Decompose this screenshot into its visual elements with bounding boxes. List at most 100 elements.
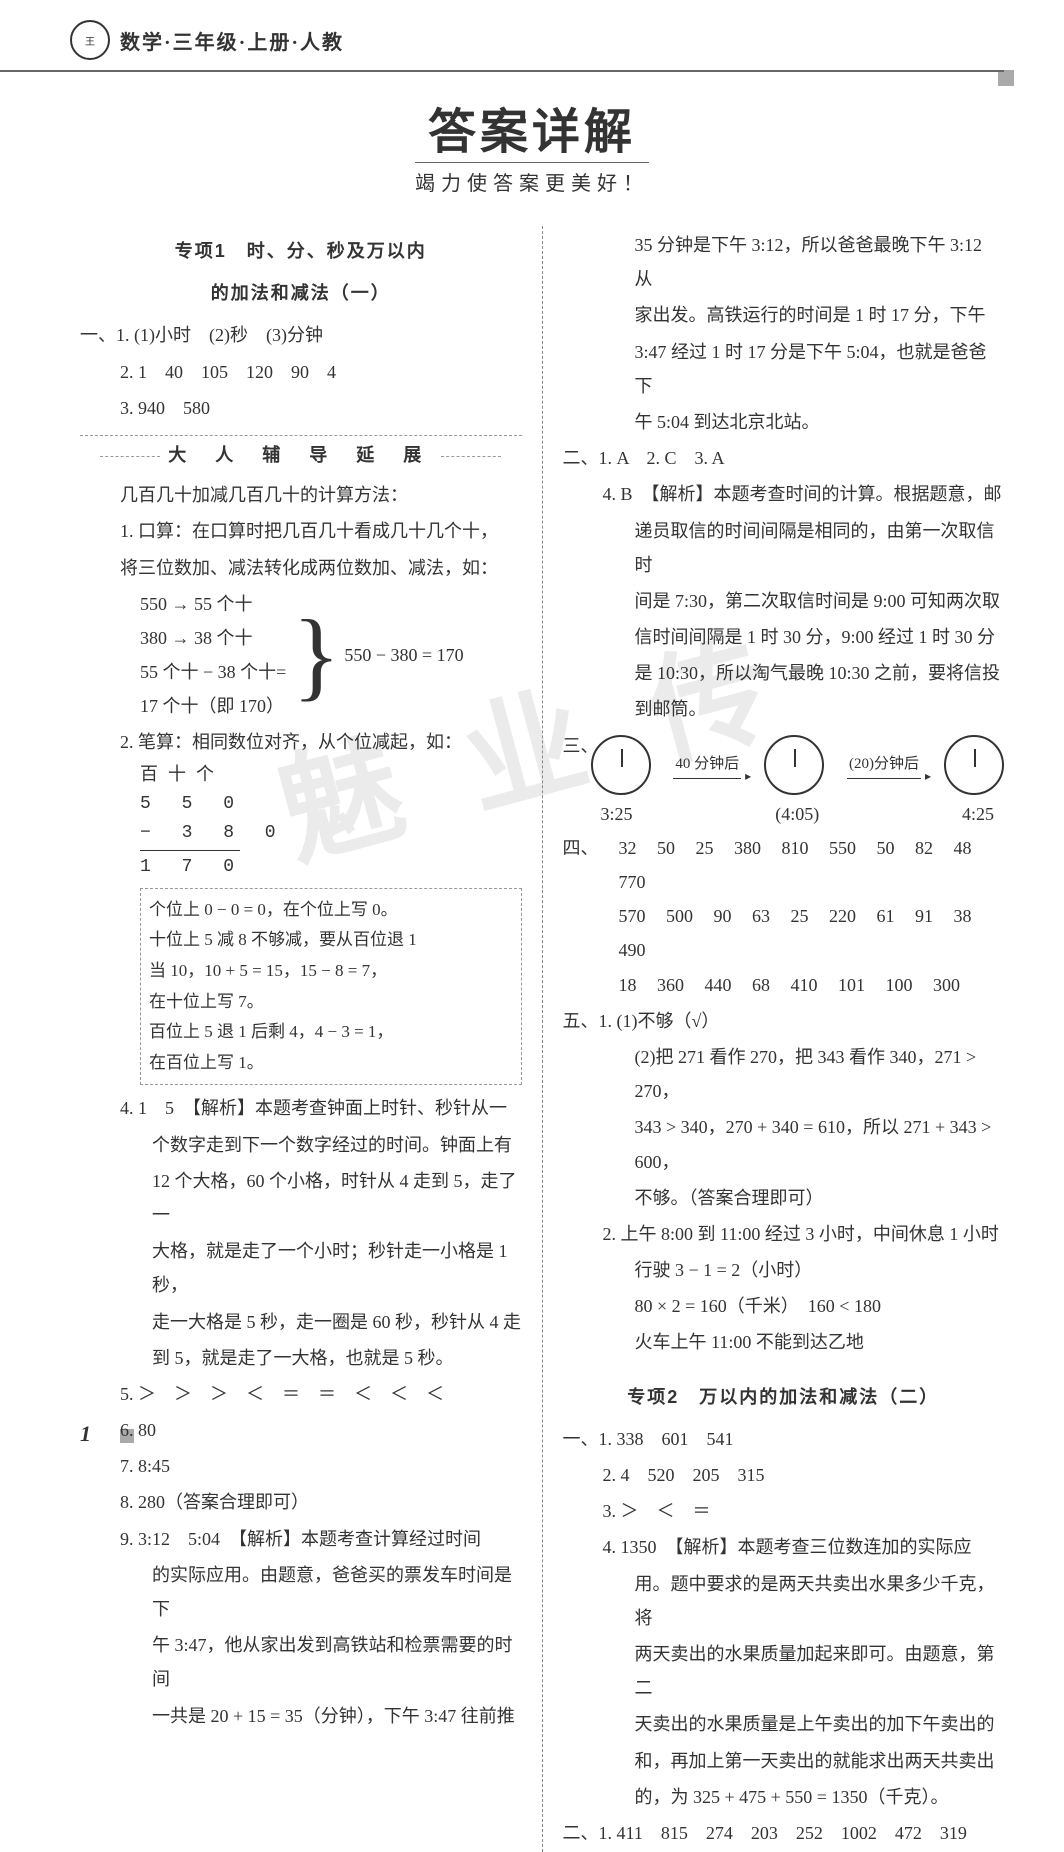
arrow-1: 40 分钟后 bbox=[673, 750, 741, 780]
brace-d: 17 个十（即 170） bbox=[140, 689, 286, 723]
tutor-l2: 1. 口算：在口算时把几百几十看成几十几个十， bbox=[80, 514, 522, 548]
q4-l2: 个数字走到下一个数字经过的时间。钟面上有 bbox=[80, 1128, 522, 1162]
brace-example: 550 → 55 个十 380 → 38 个十 55 个十 − 38 个十= 1… bbox=[140, 587, 522, 724]
q9-l3: 午 3:47，他从家出发到高铁站和检票需要的时间 bbox=[80, 1628, 522, 1696]
tutor-title: 大 人 辅 导 延 展 bbox=[80, 435, 522, 472]
logo-icon: 王 bbox=[70, 20, 110, 60]
q1-3: 3. 940 580 bbox=[80, 391, 522, 425]
q4-l6: 到 5，就是走了一大格，也就是 5 秒。 bbox=[80, 1341, 522, 1375]
q4-l4: 大格，就是走了一个小时；秒针走一小格是 1 秒， bbox=[80, 1234, 522, 1302]
brace-r: 550 − 380 = 170 bbox=[340, 587, 463, 724]
clock-times: 3:25 (4:05) 4:25 bbox=[591, 797, 1005, 831]
q5-1-l2: (2)把 271 看作 270，把 343 看作 340，271 > 270， bbox=[563, 1040, 1005, 1108]
q4-nums-l2: 570 500 90 63 25 220 61 91 38 490 bbox=[619, 899, 1005, 967]
q4-l5: 走一大格是 5 秒，走一圈是 60 秒，秒针从 4 走 bbox=[80, 1305, 522, 1339]
vc-hline bbox=[140, 850, 240, 851]
clock-3 bbox=[944, 735, 1004, 795]
q4-nums-l1: 32 50 25 380 810 550 50 82 48 770 bbox=[619, 831, 1005, 899]
tutor-l1: 几百几十加减几百几十的计算方法： bbox=[80, 478, 522, 512]
header-subject: 数学·三年级·上册·人教 bbox=[120, 26, 344, 55]
q2-4-l4: 信时间间隔是 1 时 30 分，9:00 经过 1 时 30 分 bbox=[563, 620, 1005, 654]
arrow-2: (20)分钟后 bbox=[847, 750, 921, 780]
q4-label: 四、 bbox=[563, 831, 591, 1002]
box-l3: 当 10，10 + 5 = 15，15 − 8 = 7， bbox=[149, 956, 513, 987]
box-l5: 百位上 5 退 1 后剩 4，4 − 3 = 1， bbox=[149, 1017, 513, 1048]
s2-q1-4-l5: 和，再加上第一天卖出的就能求出两天共卖出 bbox=[563, 1744, 1005, 1778]
s2-q1-4-l6: 的，为 325 + 475 + 550 = 1350（千克）。 bbox=[563, 1780, 1005, 1814]
vc-c: 1 7 0 bbox=[140, 853, 522, 882]
content-columns: 专项1 时、分、秒及万以内 的加法和减法（一） 一、1. (1)小时 (2)秒 … bbox=[0, 226, 1064, 1852]
q4-l3: 12 个大格，60 个小格，时针从 4 走到 5，走了一 bbox=[80, 1164, 522, 1232]
cont-l3: 3:47 经过 1 时 17 分是下午 5:04，也就是爸爸下 bbox=[563, 335, 1005, 403]
q4-l1: 4. 1 5 【解析】本题考查钟面上时针、秒针从一 bbox=[80, 1091, 522, 1125]
q4-nums-l3: 18 360 440 68 410 101 100 300 bbox=[619, 968, 1005, 1002]
cont-l2: 家出发。高铁运行的时间是 1 时 17 分，下午 bbox=[563, 298, 1005, 332]
section1-title-l2: 的加法和减法（一） bbox=[80, 276, 522, 310]
q2-4-l5: 是 10:30，所以淘气最晚 10:30 之前，要将信投 bbox=[563, 656, 1005, 690]
q5-1-l1: 五、1. (1)不够（√） bbox=[563, 1004, 1005, 1038]
clocks-row: 40 分钟后 (20)分钟后 bbox=[591, 735, 1005, 795]
q8: 8. 280（答案合理即可） bbox=[80, 1485, 522, 1519]
q9-l1: 9. 3:12 5:04 【解析】本题考查计算经过时间 bbox=[80, 1522, 522, 1556]
brace-icon: } bbox=[292, 605, 340, 705]
left-column: 专项1 时、分、秒及万以内 的加法和减法（一） 一、1. (1)小时 (2)秒 … bbox=[80, 226, 542, 1852]
q2: 二、1. A 2. C 3. A bbox=[563, 441, 1005, 475]
s2-q1-2: 2. 4 520 205 315 bbox=[563, 1458, 1005, 1492]
section1-title-l1: 专项1 时、分、秒及万以内 bbox=[80, 234, 522, 268]
s2-q1-1: 一、1. 338 601 541 bbox=[563, 1422, 1005, 1456]
section2-title: 专项2 万以内的加法和减法（二） bbox=[563, 1380, 1005, 1414]
s2-q1-4-l3: 两天卖出的水果质量加起来即可。由题意，第二 bbox=[563, 1637, 1005, 1705]
explain-box: 个位上 0 − 0 = 0，在个位上写 0。 十位上 5 减 8 不够减，要从百… bbox=[140, 888, 522, 1086]
q9-l4: 一共是 20 + 15 = 35（分钟），下午 3:47 往前推 bbox=[80, 1699, 522, 1733]
sub-title: 竭力使答案更美好！ bbox=[415, 162, 649, 196]
clock-t3: 4:25 bbox=[962, 797, 994, 831]
corner-mark-tr bbox=[998, 70, 1014, 86]
vc-header: 百十个 bbox=[140, 762, 522, 791]
s2-q1-4-l2: 用。题中要求的是两天共卖出水果多少千克，将 bbox=[563, 1567, 1005, 1635]
q5-2-l3: 80 × 2 = 160（千米） 160 < 180 bbox=[563, 1289, 1005, 1323]
q2-4-l6: 到邮筒。 bbox=[563, 692, 1005, 726]
box-l2: 十位上 5 减 8 不够减，要从百位退 1 bbox=[149, 925, 513, 956]
s2-q1-3: 3. ＞ ＜ ＝ bbox=[563, 1494, 1005, 1528]
vc-b: − 3 8 0 bbox=[140, 819, 522, 848]
brace-c: 55 个十 − 38 个十= bbox=[140, 655, 286, 689]
q5-2-l1: 2. 上午 8:00 到 11:00 经过 3 小时，中间休息 1 小时 bbox=[563, 1217, 1005, 1251]
q1-2: 2. 1 40 105 120 90 4 bbox=[80, 355, 522, 389]
brace-b: 380 → 38 个十 bbox=[140, 621, 286, 655]
s2-q2: 二、1. 411 815 274 203 252 1002 472 319 bbox=[563, 1816, 1005, 1850]
clock-t1: 3:25 bbox=[601, 797, 633, 831]
q2-4-l1: 4. B 【解析】本题考查时间的计算。根据题意，邮 bbox=[563, 477, 1005, 511]
vertical-calc: 百十个 5 5 0 − 3 8 0 1 7 0 bbox=[140, 762, 522, 882]
tutor-l3: 将三位数加、减法转化成两位数加、减法，如： bbox=[80, 551, 522, 585]
brace-a: 550 → 55 个十 bbox=[140, 587, 286, 621]
clock-1 bbox=[591, 735, 651, 795]
box-l1: 个位上 0 − 0 = 0，在个位上写 0。 bbox=[149, 895, 513, 926]
q5-2-l4: 火车上午 11:00 不能到达乙地 bbox=[563, 1325, 1005, 1359]
q5-2-l2: 行驶 3 − 1 = 2（小时） bbox=[563, 1253, 1005, 1287]
q2-4-l2: 递员取信的时间间隔是相同的，由第一次取信时 bbox=[563, 514, 1005, 582]
box-l6: 在百位上写 1。 bbox=[149, 1048, 513, 1079]
q6: 6. 80 bbox=[80, 1413, 522, 1447]
clock-t2: (4:05) bbox=[775, 797, 819, 831]
page-header: 王 数学·三年级·上册·人教 bbox=[0, 0, 1004, 72]
box-l4: 在十位上写 7。 bbox=[149, 987, 513, 1018]
q7: 7. 8:45 bbox=[80, 1449, 522, 1483]
s2-q1-4-l4: 天卖出的水果质量是上午卖出的加下午卖出的 bbox=[563, 1707, 1005, 1741]
q5-1-l4: 不够。（答案合理即可） bbox=[563, 1181, 1005, 1215]
q2-4-l3: 间是 7:30，第二次取信时间是 9:00 可知两次取 bbox=[563, 584, 1005, 618]
q3-label: 三、 bbox=[563, 729, 591, 763]
q1-1: 一、1. (1)小时 (2)秒 (3)分钟 bbox=[80, 318, 522, 352]
s2-q1-4-l1: 4. 1350 【解析】本题考查三位数连加的实际应 bbox=[563, 1530, 1005, 1564]
clock-2 bbox=[764, 735, 824, 795]
title-block: 答案详解 竭力使答案更美好！ bbox=[0, 92, 1064, 196]
vc-a: 5 5 0 bbox=[140, 790, 522, 819]
cont-l1: 35 分钟是下午 3:12，所以爸爸最晚下午 3:12 从 bbox=[563, 228, 1005, 296]
main-title: 答案详解 bbox=[0, 92, 1064, 162]
tutor-l4: 2. 笔算：相同数位对齐，从个位减起，如： bbox=[80, 725, 522, 759]
q9-l2: 的实际应用。由题意，爸爸买的票发车时间是下 bbox=[80, 1558, 522, 1626]
q5-1-l3: 343 > 340，270 + 340 = 610，所以 271 + 343 >… bbox=[563, 1110, 1005, 1178]
q5: 5. ＞ ＞ ＞ ＜ ＝ ＝ ＜ ＜ ＜ bbox=[80, 1377, 522, 1411]
cont-l4: 午 5:04 到达北京北站。 bbox=[563, 405, 1005, 439]
q4-nums: 32 50 25 380 810 550 50 82 48 770 570 50… bbox=[591, 831, 1005, 1002]
right-column: 35 分钟是下午 3:12，所以爸爸最晚下午 3:12 从 家出发。高铁运行的时… bbox=[543, 226, 1005, 1852]
